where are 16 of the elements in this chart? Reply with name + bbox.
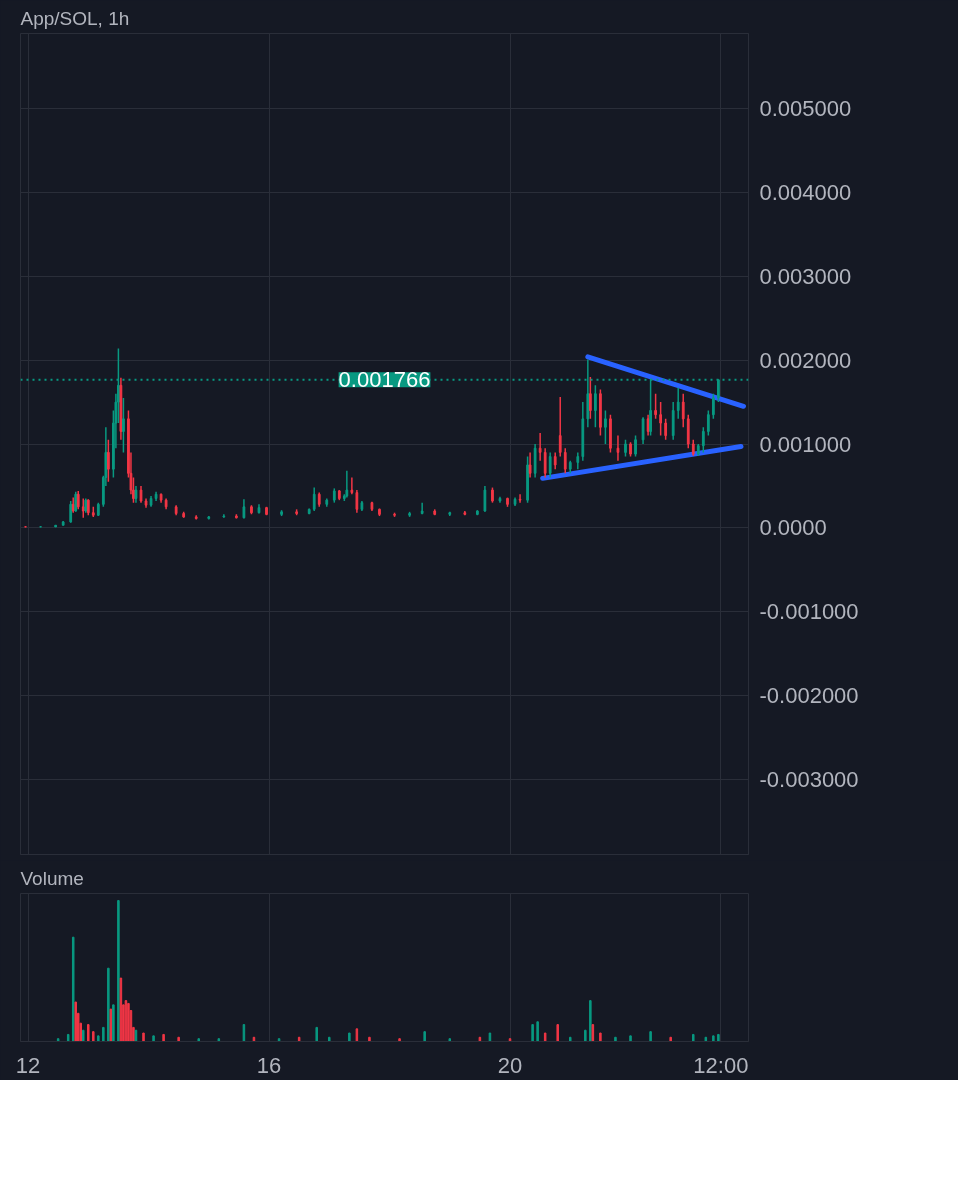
- y-tick-label: 0.0000: [759, 515, 827, 541]
- x-tick-label: 16: [256, 1052, 282, 1078]
- y-tick-label: 0.004000: [759, 180, 852, 206]
- chart-title: Volume: [20, 867, 84, 889]
- x-tick-label: 12:00: [693, 1052, 749, 1078]
- x-tick-label: 20: [497, 1052, 523, 1078]
- y-tick-label: 0.005000: [759, 96, 852, 122]
- y-tick-label: -0.002000: [759, 682, 859, 708]
- y-tick-label: -0.003000: [759, 766, 859, 792]
- ref-line-label: 0.001766: [338, 367, 431, 393]
- y-tick-label: 0.002000: [759, 347, 852, 373]
- chart-title: App/SOL, 1h: [20, 7, 130, 29]
- y-tick-label: 0.001000: [759, 431, 852, 457]
- y-tick-label: -0.001000: [759, 599, 859, 625]
- x-tick-label: 12: [15, 1052, 41, 1078]
- y-tick-label: 0.003000: [759, 263, 852, 289]
